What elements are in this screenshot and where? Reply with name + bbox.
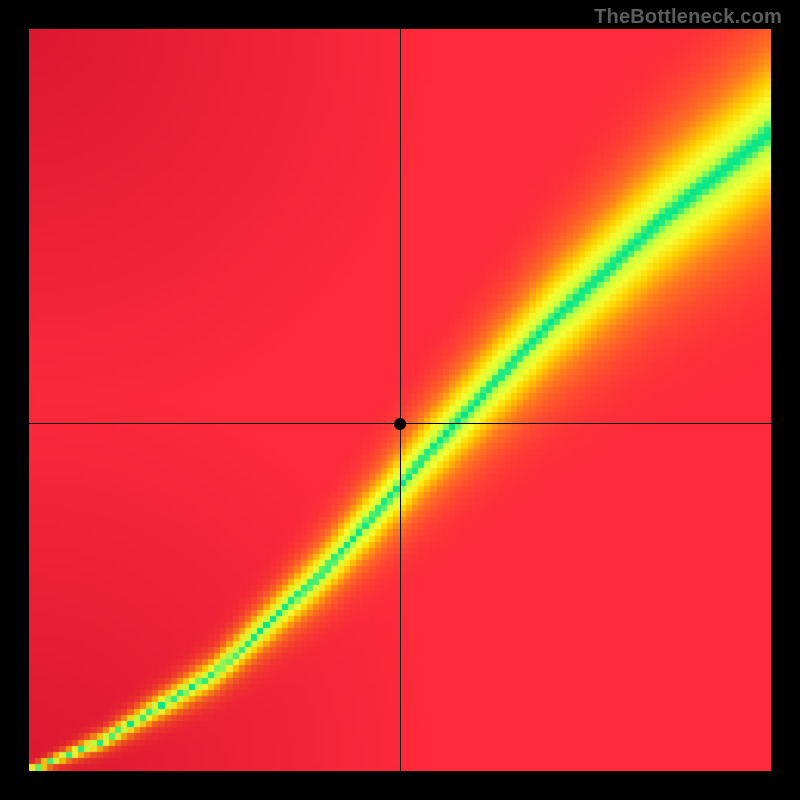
- crosshair-vertical: [400, 29, 401, 771]
- crosshair-point[interactable]: [394, 418, 406, 430]
- plot-area: [29, 29, 771, 771]
- watermark-text: TheBottleneck.com: [594, 6, 782, 29]
- chart-frame: TheBottleneck.com: [0, 0, 800, 800]
